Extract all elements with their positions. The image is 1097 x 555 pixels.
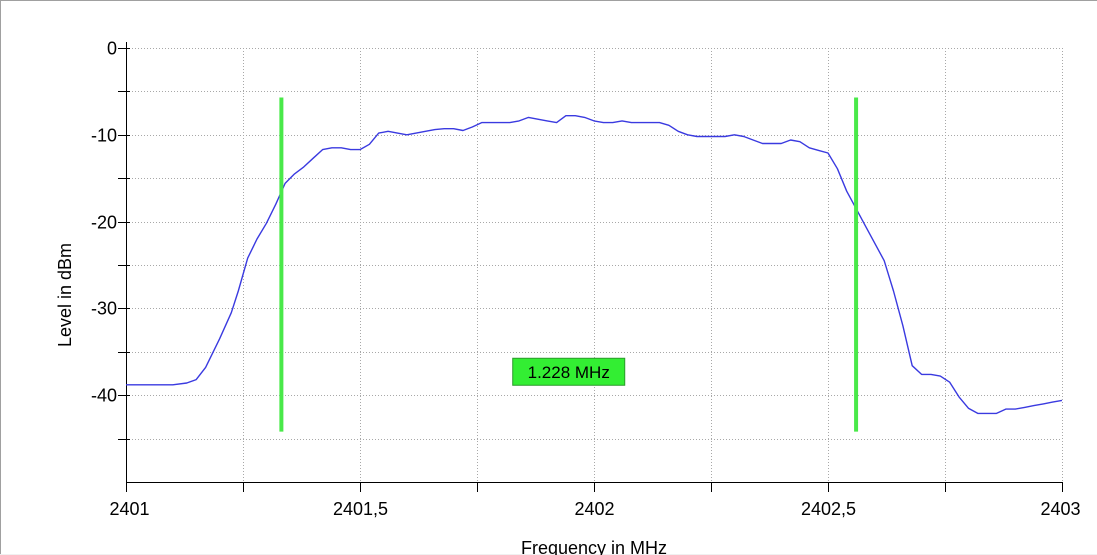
x-tick-label: 2401,5	[333, 499, 388, 519]
y-tick-label: 0	[107, 39, 117, 59]
x-tick-label: 2402,5	[801, 499, 856, 519]
spectrum-trace	[126, 114, 1063, 415]
bandwidth-label-box	[512, 357, 626, 386]
x-tick-label: 2403	[1040, 499, 1080, 519]
bandwidth-label: 1.228 MHz	[528, 363, 610, 382]
annotation-layer: 1.228 MHz	[512, 357, 626, 386]
y-axis-title: Level in dBm	[55, 243, 75, 347]
marker-layer	[279, 97, 859, 432]
grid	[126, 48, 1063, 482]
x-tick-label: 2401	[109, 499, 149, 519]
y-tick-label: -40	[91, 386, 117, 406]
x-axis-title: Frequency in MHz	[521, 538, 667, 555]
y-tick-label: -20	[91, 213, 117, 233]
x-tick-label: 2402	[574, 499, 614, 519]
y-tick-label: -10	[91, 126, 117, 146]
axes: 2401 2401,5 2402 2402,5 2403 0 -10 -20 -30 -40	[91, 39, 1081, 520]
series-layer	[126, 114, 1063, 415]
y-tick-label: -30	[91, 299, 117, 319]
